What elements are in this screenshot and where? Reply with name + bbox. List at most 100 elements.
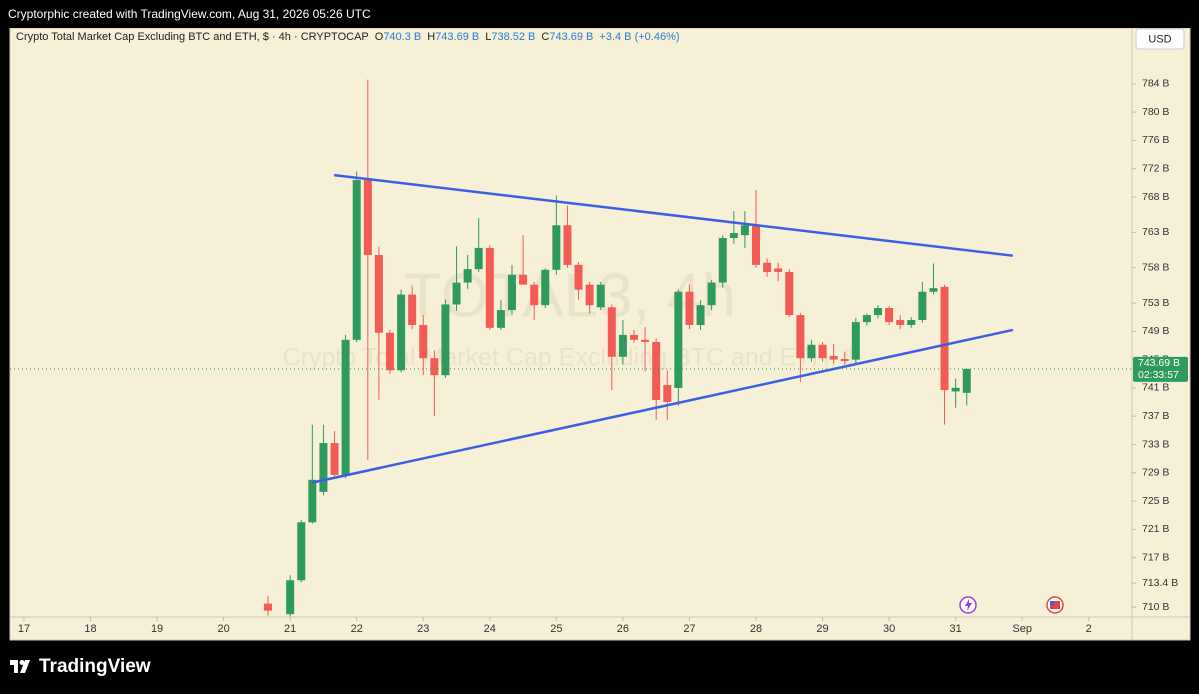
ohlc-key: C — [541, 31, 550, 43]
ohlc-value: 743.69 B — [435, 31, 480, 43]
candle-body — [452, 282, 461, 305]
ohlc-value: 738.52 B — [491, 31, 536, 43]
candle-body — [630, 334, 639, 340]
candle-body — [607, 307, 616, 357]
candle-body — [652, 341, 661, 400]
x-tick-label: 23 — [417, 623, 429, 635]
y-tick-label: 725 B — [1142, 495, 1169, 507]
candle-body — [696, 305, 705, 325]
candle-body — [308, 479, 317, 523]
candle-body — [641, 339, 650, 342]
candle-body — [541, 269, 550, 306]
candle-body — [618, 334, 627, 357]
candle-body — [519, 274, 528, 285]
y-tick-label: 741 B — [1142, 382, 1169, 394]
candle-body — [286, 580, 295, 615]
candle-body — [397, 294, 406, 371]
x-tick-label: 31 — [950, 623, 962, 635]
plot — [10, 79, 1132, 617]
trendline — [333, 173, 1014, 257]
y-tick-label: 768 B — [1142, 191, 1169, 203]
candle-body — [918, 291, 927, 321]
change: +3.4 B (+0.46%) — [599, 31, 680, 43]
logo — [10, 660, 30, 673]
ohlc-value: 743.69 B — [549, 31, 594, 43]
currency-button[interactable] — [1135, 28, 1185, 50]
ohlc-value: 740.3 B — [383, 31, 422, 43]
candle-body — [408, 294, 417, 325]
candle-body — [552, 225, 561, 270]
candle-body — [352, 180, 361, 340]
y-tick-label: 721 B — [1142, 523, 1169, 535]
x-tick-label: 30 — [883, 623, 895, 635]
last-price-box — [1133, 356, 1188, 382]
y-tick-label: 776 B — [1142, 134, 1169, 146]
ohlc-key: O — [374, 31, 384, 43]
y-tick-label: 753 B — [1142, 297, 1169, 309]
y-tick-label: 710 B — [1142, 601, 1169, 613]
x-tick-label: 22 — [351, 623, 363, 635]
candle-body — [818, 344, 827, 359]
ohlc-key: H — [427, 31, 436, 43]
x-tick-label: 29 — [816, 623, 828, 635]
candle-body — [363, 180, 372, 255]
candle-body — [807, 344, 816, 359]
event-icons — [959, 596, 1064, 614]
candle-body — [907, 320, 916, 325]
candle-body — [862, 315, 871, 323]
candle-body — [951, 387, 960, 392]
candle-body — [774, 268, 783, 272]
candle-body — [264, 603, 273, 611]
panel — [9, 28, 1191, 641]
candle-body — [507, 274, 516, 311]
candle-body — [297, 522, 306, 581]
y-tick-label: 749 B — [1142, 325, 1169, 337]
ohlc-key: L — [485, 31, 492, 43]
candle-body — [496, 310, 505, 328]
candle-body — [530, 284, 539, 306]
y-tick-label: 717 B — [1142, 551, 1169, 563]
y-tick-label: 737 B — [1142, 410, 1169, 422]
y-tick-label: 729 B — [1142, 467, 1169, 479]
candle-body — [374, 254, 383, 333]
candle-body — [785, 271, 794, 316]
candle-body — [896, 320, 905, 325]
candle-body — [341, 339, 350, 475]
currency[interactable]: USD — [1148, 33, 1171, 45]
candle-body — [707, 282, 716, 306]
candle-body — [596, 284, 605, 308]
x-tick-label: 26 — [617, 623, 629, 635]
candle-body — [585, 284, 594, 306]
countdown: 02:33:57 — [1138, 369, 1179, 381]
candle-body — [873, 308, 882, 316]
trendline — [311, 328, 1014, 484]
candle-body — [463, 269, 472, 283]
y-tick-label: 780 B — [1142, 106, 1169, 118]
candle-body — [940, 286, 949, 391]
y-tick-label: 758 B — [1142, 261, 1169, 273]
candle-body — [474, 247, 483, 270]
candle-body — [763, 262, 772, 272]
candle-body — [430, 358, 439, 376]
x-tick-label: 19 — [151, 623, 163, 635]
candle-body — [752, 225, 761, 265]
candle-body — [729, 233, 738, 239]
top-bar: Cryptorphic created with TradingView.com… — [0, 0, 1199, 28]
candle-body — [740, 225, 749, 236]
candle-body — [929, 288, 938, 292]
x-tick-label: 21 — [284, 623, 296, 635]
candle-body — [885, 308, 894, 323]
candle-body — [563, 225, 572, 265]
legend: Crypto Total Market Cap Excluding BTC an… — [16, 31, 680, 43]
x-tick-label: Sep — [1012, 623, 1032, 635]
candle-body — [441, 304, 450, 376]
candle-body — [851, 322, 860, 360]
watermark-subtitle: Crypto Total Market Cap Excluding BTC an… — [283, 344, 858, 372]
x-tick-label: 2 — [1086, 623, 1092, 635]
last-price-label: 743.69 B — [1138, 357, 1180, 369]
x-tick-label: 24 — [484, 623, 496, 635]
candle-body — [385, 332, 394, 371]
candle-body — [419, 324, 428, 359]
x-tick-label: 27 — [683, 623, 695, 635]
